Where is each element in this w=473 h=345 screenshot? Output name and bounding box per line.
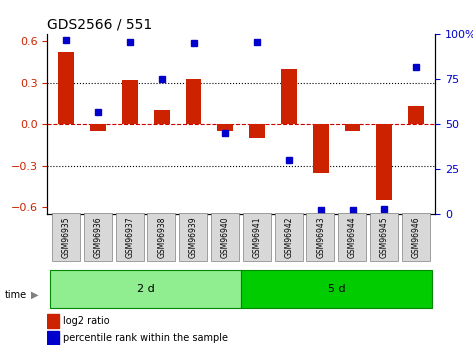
Bar: [47, 314, 60, 328]
Text: GSM96935: GSM96935: [62, 216, 71, 258]
Bar: [122, 80, 138, 124]
FancyBboxPatch shape: [402, 213, 430, 261]
Text: GSM96937: GSM96937: [125, 216, 134, 258]
FancyBboxPatch shape: [179, 213, 207, 261]
Bar: [185, 79, 201, 124]
Bar: [47, 331, 60, 345]
Bar: [281, 69, 297, 124]
Bar: [313, 124, 329, 172]
Text: GSM96942: GSM96942: [284, 216, 293, 258]
Text: GSM96939: GSM96939: [189, 216, 198, 258]
Text: percentile rank within the sample: percentile rank within the sample: [63, 333, 228, 343]
Bar: [59, 52, 74, 124]
FancyBboxPatch shape: [370, 213, 398, 261]
Text: GDS2566 / 551: GDS2566 / 551: [47, 18, 153, 32]
Bar: [377, 124, 392, 200]
FancyBboxPatch shape: [275, 213, 303, 261]
Bar: [90, 124, 106, 131]
FancyBboxPatch shape: [116, 213, 144, 261]
Bar: [408, 106, 424, 124]
Text: ▶: ▶: [31, 290, 38, 300]
Text: log2 ratio: log2 ratio: [63, 316, 110, 326]
Text: 2 d: 2 d: [137, 284, 155, 294]
Text: 5 d: 5 d: [328, 284, 345, 294]
Text: time: time: [5, 290, 27, 300]
FancyBboxPatch shape: [307, 213, 334, 261]
Text: GSM96944: GSM96944: [348, 216, 357, 258]
Text: GSM96938: GSM96938: [157, 216, 166, 258]
Bar: [249, 124, 265, 138]
FancyBboxPatch shape: [338, 213, 366, 261]
Text: GSM96941: GSM96941: [253, 216, 262, 258]
FancyBboxPatch shape: [243, 213, 271, 261]
FancyBboxPatch shape: [51, 269, 241, 308]
Text: GSM96943: GSM96943: [316, 216, 325, 258]
Bar: [154, 110, 170, 124]
FancyBboxPatch shape: [148, 213, 175, 261]
FancyBboxPatch shape: [52, 213, 80, 261]
Text: GSM96945: GSM96945: [380, 216, 389, 258]
FancyBboxPatch shape: [241, 269, 432, 308]
Bar: [344, 124, 360, 131]
Text: GSM96940: GSM96940: [221, 216, 230, 258]
FancyBboxPatch shape: [84, 213, 112, 261]
Text: GSM96936: GSM96936: [94, 216, 103, 258]
Text: GSM96946: GSM96946: [412, 216, 420, 258]
FancyBboxPatch shape: [211, 213, 239, 261]
Bar: [218, 124, 233, 131]
